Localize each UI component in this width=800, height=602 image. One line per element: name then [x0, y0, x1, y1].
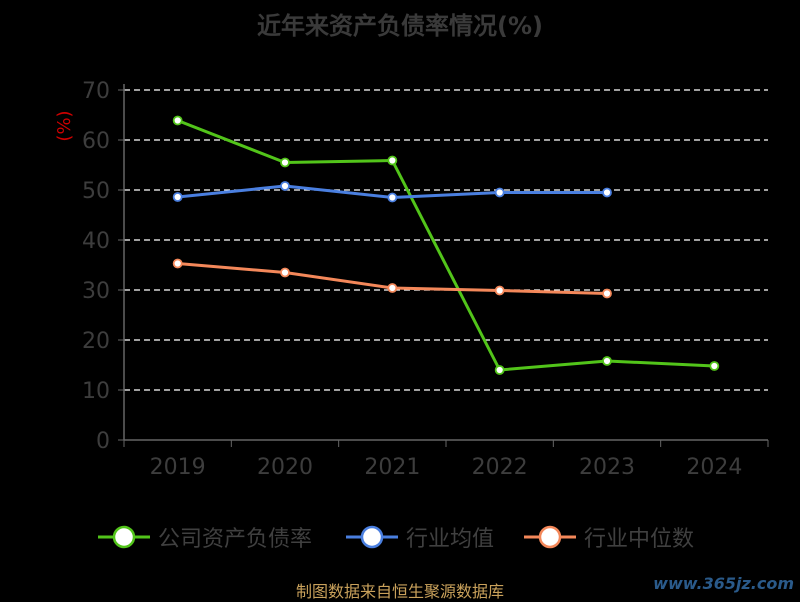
x-tick-label: 2019 [150, 455, 206, 480]
y-axis-label: (%) [54, 110, 75, 141]
y-tick-label: 70 [82, 79, 110, 104]
legend-label: 公司资产负债率 [158, 527, 313, 552]
x-tick-label: 2020 [257, 455, 313, 480]
y-tick-label: 30 [82, 279, 110, 304]
legend-item: 公司资产负债率 [98, 520, 312, 554]
data-point [172, 115, 183, 126]
legend: 公司资产负债率 行业均值 行业中位数 [0, 520, 800, 554]
axes [118, 84, 769, 447]
x-tick-labels: 2019 2020 2021 2022 2023 2024 [150, 455, 743, 480]
legend-marker-icon [98, 525, 150, 549]
y-tick-label: 10 [82, 379, 110, 404]
data-point [280, 157, 290, 168]
legend-marker-icon [346, 525, 398, 549]
legend-marker-icon [524, 525, 576, 549]
data-point [494, 187, 505, 198]
y-tick-label: 60 [82, 129, 110, 154]
data-point [602, 187, 612, 198]
data-point [172, 258, 183, 269]
data-point [172, 192, 183, 202]
data-point [387, 283, 398, 293]
watermark: www.365jz.com [653, 574, 794, 593]
y-tick-labels: 0 10 20 30 40 50 60 70 [82, 79, 110, 454]
y-tick-label: 20 [82, 329, 110, 354]
y-tick-label: 0 [96, 429, 110, 454]
legend-label: 行业均值 [406, 527, 495, 552]
chart-title: 近年来资产负债率情况(%) [257, 12, 543, 40]
series-group [172, 115, 720, 375]
data-point [280, 181, 290, 191]
data-point [387, 192, 398, 203]
data-point [709, 361, 720, 371]
data-point [494, 285, 505, 296]
line-chart: 0 10 20 30 40 50 60 70 2019 2020 2021 2022 2023 2024… [54, 79, 769, 480]
y-tick-label: 50 [82, 179, 110, 204]
x-tick-label: 2024 [686, 455, 742, 480]
legend-label: 行业中位数 [584, 527, 695, 552]
legend-item: 行业中位数 [524, 520, 694, 554]
data-point [494, 365, 505, 375]
x-tick-label: 2022 [472, 455, 528, 480]
data-point [602, 356, 612, 366]
y-tick-label: 40 [82, 229, 110, 254]
data-point [387, 155, 398, 166]
grid-lines [124, 89, 768, 391]
x-tick-label: 2021 [364, 455, 420, 480]
series-line-1 [177, 119, 715, 372]
x-tick-label: 2023 [579, 455, 635, 480]
legend-item: 行业均值 [346, 520, 494, 554]
data-point [602, 288, 612, 299]
source-note: 制图数据来自恒生聚源数据库 [295, 582, 504, 601]
data-point [280, 267, 290, 278]
